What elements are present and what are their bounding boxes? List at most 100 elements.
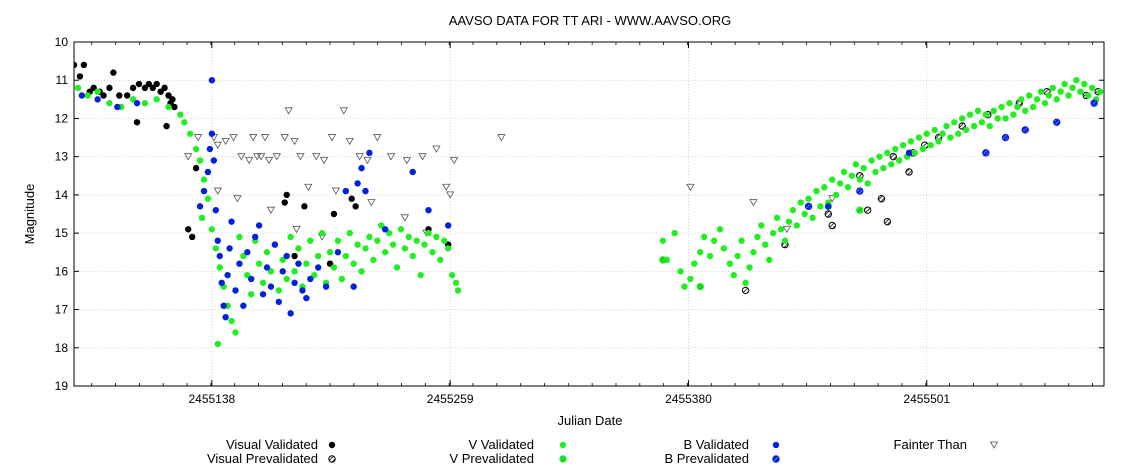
data-point [342,187,349,195]
data-point [982,149,990,157]
data-point [1021,126,1029,134]
data-point [76,73,84,80]
data-point [129,96,137,103]
data-point [204,195,212,202]
data-point [295,260,302,267]
x-axis-ticks: 2455138 2455259 2455380 2455501 [91,42,1093,406]
data-point [1014,103,1021,111]
x-tick-label: 2455138 [188,392,235,406]
data-point [1002,115,1009,122]
data-point [354,180,361,187]
data-point [793,222,800,229]
data-point [213,141,222,149]
data-point [232,329,239,336]
chart-title: AAVSO DATA FOR TT ARI - WWW.AAVSO.ORG [449,13,731,28]
data-point [1010,111,1017,118]
data-point [271,241,279,248]
data-point [381,226,389,233]
data-point [303,294,310,302]
legend-label: V Prevalidated [449,451,534,466]
data-point [785,218,793,225]
data-point [990,107,997,115]
data-point [355,153,364,161]
data-point [163,122,170,130]
data-point [911,149,919,157]
data-point [256,153,266,161]
data-point [982,111,990,118]
data-point [691,260,698,267]
data-point [212,245,219,252]
data-point [279,256,286,264]
data-point [283,252,290,260]
data-point [1025,92,1033,99]
legend-marker [989,441,999,449]
data-point [94,96,101,103]
data-point [659,237,667,244]
data-point [766,256,773,264]
data-point [883,217,892,226]
data-point [1081,80,1088,88]
data-point [425,206,432,214]
data-point [915,134,923,141]
data-point [208,130,216,137]
data-point [192,145,200,153]
y-tick-label: 14 [55,188,69,202]
data-point [224,271,231,279]
data-point [773,214,781,222]
data-point [177,111,184,118]
data-point [363,157,372,165]
legend-label: Fainter Than [894,437,967,452]
data-point [248,291,255,298]
y-tick-label: 10 [55,35,69,49]
data-point [373,134,382,142]
data-point [864,180,871,187]
data-point [856,176,863,183]
data-point [429,249,436,256]
data-point [931,126,938,134]
data-point [221,137,230,146]
data-point [777,226,785,233]
data-point [307,275,314,283]
data-point [978,119,986,126]
data-point [797,199,804,206]
data-point [884,149,891,157]
data-point [106,84,113,92]
data-point [169,96,176,103]
data-point [330,210,338,218]
data-point [832,191,840,199]
data-point [385,229,393,237]
data-point [726,260,734,267]
data-point [449,157,459,165]
data-point [362,187,369,195]
data-point [200,187,208,195]
data-point [171,103,178,111]
data-point [860,164,867,172]
data-point [852,161,860,168]
data-point [1045,92,1053,99]
data-point [233,195,242,203]
legend-marker [559,441,567,449]
data-point [935,138,942,145]
legend-marker [328,455,336,463]
data-point [888,161,895,168]
legend-marker [328,441,336,449]
series-b-validated [78,77,913,321]
data-point [338,275,346,283]
data-point [287,310,294,317]
data-point [1077,88,1084,95]
data-point [998,103,1005,111]
data-point [829,176,836,183]
y-tick-label: 11 [56,73,69,87]
data-point [1033,96,1041,103]
data-point [208,226,216,233]
legend-label: B Validated [683,437,749,452]
data-point [292,225,301,234]
data-point [78,92,86,99]
data-point [741,286,750,295]
data-point [210,157,218,164]
data-point [358,164,365,172]
series-b-prevalidated [804,99,1098,211]
data-point [425,229,432,237]
data-point [1001,133,1010,142]
data-point [370,256,377,264]
